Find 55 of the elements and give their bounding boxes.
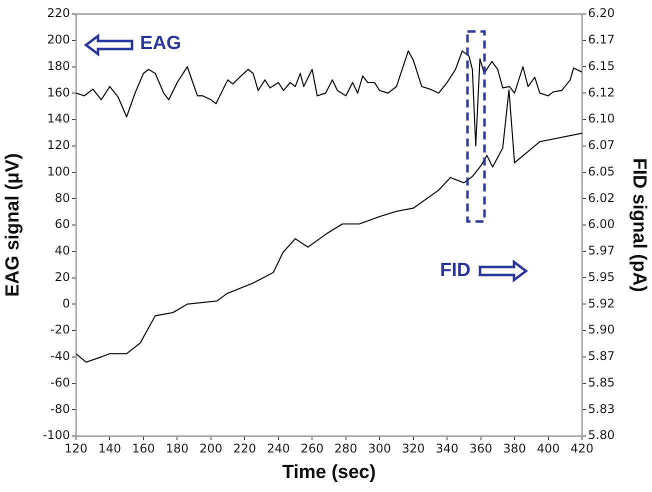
x-tick-label: 280 xyxy=(334,441,358,456)
x-tick-label: 200 xyxy=(199,441,222,456)
x-tick-label: 240 xyxy=(266,441,290,456)
y2-tick-label: 6.15 xyxy=(588,58,615,73)
y-tick-label: 100 xyxy=(47,164,70,178)
x-tick-label: 260 xyxy=(300,441,324,456)
x-tick-label: 140 xyxy=(98,441,122,456)
y2-tick-label: 5.85 xyxy=(588,375,615,390)
y-axis-title: EAG signal (μV) xyxy=(2,153,24,297)
y-tick-label: 0 xyxy=(62,296,70,310)
y-tick-label: 80 xyxy=(54,190,70,205)
y-tick-label: -100 xyxy=(42,428,70,442)
y2-tick-label: 6.20 xyxy=(588,6,615,20)
y2-tick-label: 5.90 xyxy=(588,322,615,337)
y-tick-label: -40 xyxy=(50,349,70,363)
x-tick-label: 120 xyxy=(64,441,88,456)
y-tick-label: 220 xyxy=(47,6,70,20)
y-tick-label: 140 xyxy=(47,112,70,126)
x-tick-label: 320 xyxy=(402,441,425,456)
y-tick-label: -80 xyxy=(50,402,70,416)
x-tick-label: 360 xyxy=(469,441,492,456)
annotation: EAG xyxy=(140,33,182,55)
y2-tick-label: 6.10 xyxy=(588,112,615,126)
y-tick-label: 60 xyxy=(54,217,70,232)
y-tick-label: 40 xyxy=(54,244,70,258)
x-tick-label: 160 xyxy=(132,441,155,456)
y-tick-label: 20 xyxy=(54,270,70,284)
x-axis-title: Time (sec) xyxy=(282,462,376,483)
y2-tick-label: 6.17 xyxy=(588,32,615,46)
y2-tick-label: 6.12 xyxy=(588,85,615,100)
x-tick-label: 340 xyxy=(436,441,459,456)
x-tick-label: 220 xyxy=(233,441,256,456)
y2-tick-label: 5.92 xyxy=(588,296,615,310)
y2-axis-title: FID signal (pA) xyxy=(628,158,650,292)
x-tick-label: 400 xyxy=(536,441,560,456)
y2-tick-label: 6.00 xyxy=(588,217,615,232)
x-tick-label: 380 xyxy=(503,441,526,456)
y2-tick-label: 5.97 xyxy=(588,244,615,258)
x-tick-label: 300 xyxy=(368,441,392,456)
y2-tick-label: 6.05 xyxy=(588,164,615,178)
y-tick-label: 180 xyxy=(47,58,70,73)
y-tick-label: 160 xyxy=(47,85,70,100)
y2-tick-label: 6.02 xyxy=(588,190,615,205)
y2-tick-label: 5.87 xyxy=(588,349,615,363)
x-tick-label: 420 xyxy=(570,441,594,456)
y2-tick-label: 5.95 xyxy=(588,270,615,284)
y2-tick-label: 5.80 xyxy=(588,428,615,442)
y2-tick-label: 6.07 xyxy=(588,138,615,152)
y-tick-label: 120 xyxy=(47,138,70,152)
y2-tick-label: 5.83 xyxy=(588,402,615,416)
x-tick-label: 180 xyxy=(166,441,189,456)
y-tick-label: 200 xyxy=(47,32,70,46)
annotation: FID xyxy=(440,260,471,282)
y-tick-label: -20 xyxy=(50,322,70,337)
y-tick-label: -60 xyxy=(50,375,70,390)
